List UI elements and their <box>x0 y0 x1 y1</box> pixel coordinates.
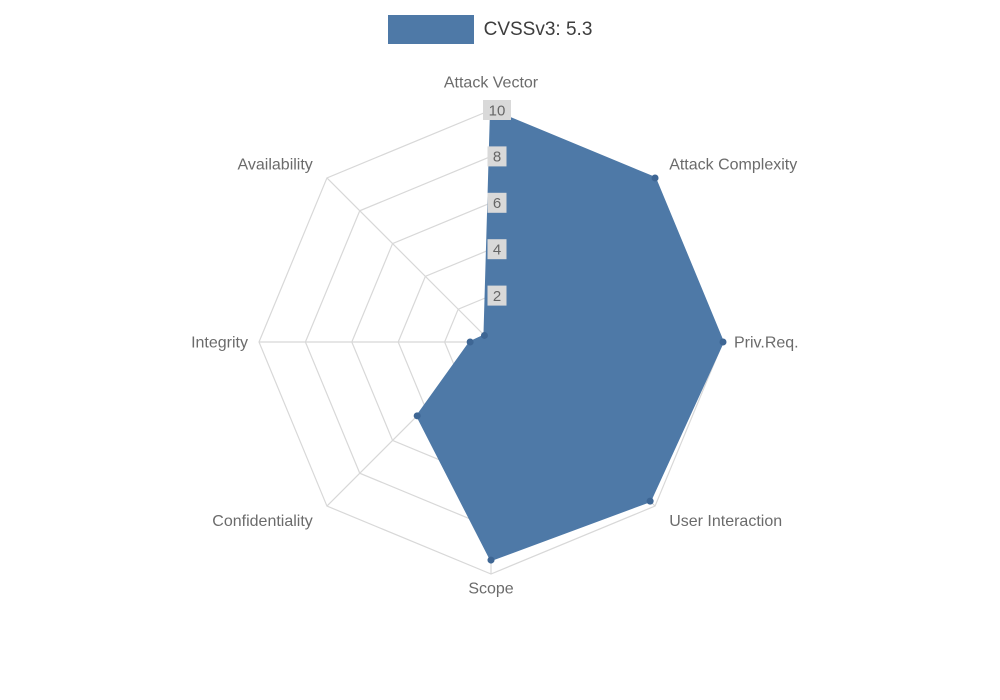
axis-line <box>326 177 492 343</box>
tick-label: 4 <box>493 241 501 258</box>
axis-label: Scope <box>468 581 513 598</box>
axis-label: Integrity <box>191 335 248 352</box>
tick-label: 10 <box>489 102 506 119</box>
tick-backdrop <box>483 100 511 120</box>
data-point <box>719 338 727 346</box>
axis-label: Availability <box>238 156 313 173</box>
tick-label: 6 <box>493 195 501 212</box>
tick-label: 8 <box>493 149 501 166</box>
axis-label: Confidentiality <box>212 513 313 530</box>
data-point <box>646 497 654 505</box>
legend-label: CVSSv3: 5.3 <box>483 18 593 40</box>
data-point <box>651 174 659 182</box>
tick-backdrop <box>487 146 507 167</box>
axis-label: Priv.Req. <box>734 335 799 352</box>
legend-swatch <box>387 15 474 44</box>
tick-backdrop <box>487 239 507 260</box>
tick-label: 2 <box>493 288 501 305</box>
data-polygon <box>416 109 724 562</box>
data-point <box>487 556 495 564</box>
data-point <box>480 331 488 339</box>
tick-backdrop <box>487 192 507 213</box>
axis-label: Attack Complexity <box>669 156 797 173</box>
axis-label: User Interaction <box>669 513 782 530</box>
data-point <box>413 412 421 420</box>
axis-label: Attack Vector <box>444 75 539 92</box>
data-point <box>466 338 474 346</box>
tick-backdrop <box>487 285 507 306</box>
legend[interactable]: CVSSv3: 5.3 <box>0 15 980 44</box>
